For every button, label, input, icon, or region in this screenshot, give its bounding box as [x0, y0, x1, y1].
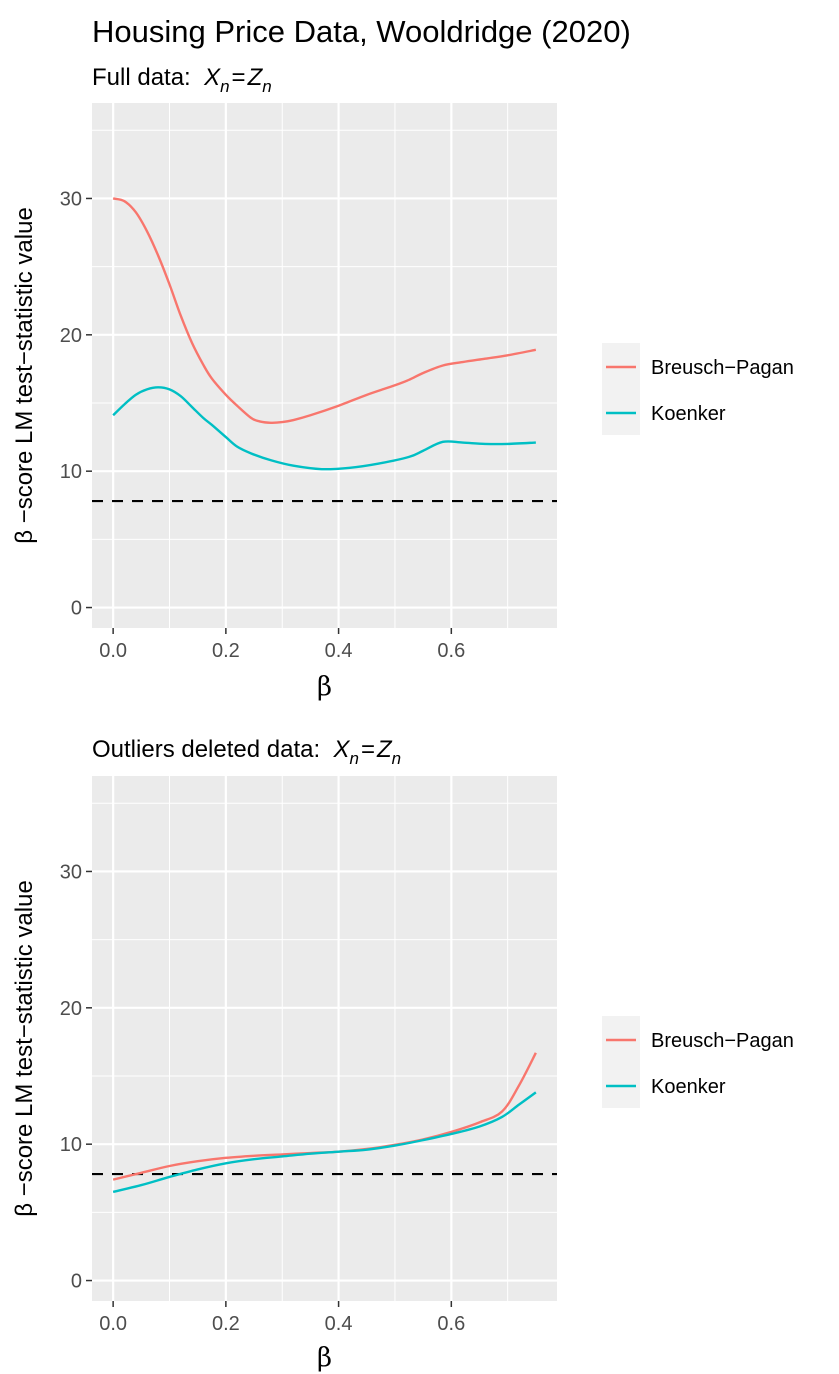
subtitle-lhs-sub: n: [350, 749, 359, 768]
subtitle-rhs-sub: n: [392, 749, 401, 768]
panel-background: [92, 103, 557, 628]
y-tick-label: 20: [60, 998, 82, 1020]
legend-label-breusch-pagan: Breusch−Pagan: [651, 357, 794, 379]
subtitle-rhs-var: Z: [376, 736, 393, 763]
legend-label-koenker: Koenker: [651, 1076, 726, 1098]
y-tick-label: 10: [60, 461, 82, 483]
y-axis-title: β −score LM test−statistic value: [11, 880, 38, 1217]
y-tick-label: 30: [60, 861, 82, 883]
x-tick-label: 0.2: [212, 640, 240, 662]
x-tick-label: 0.2: [212, 1313, 240, 1335]
legend: Breusch−Pagan Koenker: [602, 1016, 794, 1108]
y-tick-label: 0: [71, 1271, 82, 1293]
x-tick-label: 0.0: [99, 640, 127, 662]
legend-key-background: [602, 1016, 640, 1108]
subtitle-eq: =: [232, 64, 246, 91]
panel-subtitle: Outliers deleted data: Xn=Zn: [92, 736, 401, 768]
chart-panel-2: Outliers deleted data: Xn=Zn0.0 0.2 0.4 0.6…: [11, 736, 794, 1373]
subtitle-lhs-sub: n: [220, 77, 229, 96]
subtitle-rhs-sub: n: [262, 77, 271, 96]
x-tick-label: 0.4: [325, 640, 353, 662]
x-tick-label: 0.6: [437, 640, 465, 662]
panel-background: [92, 776, 557, 1301]
y-axis-title: β −score LM test−statistic value: [11, 207, 38, 544]
x-tick-label: 0.6: [437, 1313, 465, 1335]
panel-subtitle: Full data: Xn=Zn: [92, 64, 272, 96]
subtitle-rhs-var: Z: [247, 64, 264, 91]
subtitle-lhs-var: X: [203, 64, 221, 91]
x-tick-label: 0.0: [99, 1313, 127, 1335]
legend-key-background: [602, 343, 640, 435]
series-line-koenker: [112, 386, 536, 471]
y-tick-label: 0: [71, 598, 82, 620]
y-tick-label: 10: [60, 1134, 82, 1156]
legend-label-breusch-pagan: Breusch−Pagan: [651, 1030, 794, 1052]
x-tick-label: 0.4: [325, 1313, 353, 1335]
series-line-breusch-pagan: [112, 197, 537, 424]
series-line-koenker: [112, 1091, 537, 1194]
subtitle-prefix: Full data:: [92, 64, 204, 91]
x-axis-title: β: [317, 672, 332, 702]
legend: Breusch−Pagan Koenker: [602, 343, 794, 435]
x-axis-title: β: [317, 1343, 332, 1373]
y-tick-label: 30: [60, 188, 82, 210]
legend-label-koenker: Koenker: [651, 403, 726, 425]
figure-title: Housing Price Data, Wooldridge (2020): [92, 14, 631, 49]
subtitle-lhs-var: X: [332, 736, 350, 763]
subtitle-prefix: Outliers deleted data:: [92, 736, 333, 763]
subtitle-eq: =: [361, 736, 375, 763]
y-tick-label: 20: [60, 325, 82, 347]
